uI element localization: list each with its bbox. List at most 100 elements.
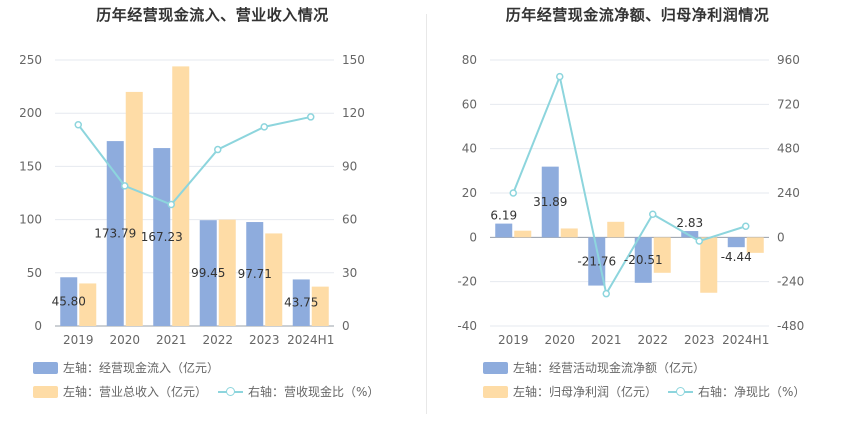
y-right-tick-label: 150 <box>342 53 365 67</box>
data-label: 97.71 <box>238 267 272 281</box>
panel-divider <box>426 14 427 414</box>
legend-label: 右轴：营收现金比（%） <box>248 385 380 399</box>
y-left-tick-label: 0 <box>34 319 42 333</box>
bar <box>311 286 329 326</box>
bar <box>541 166 559 238</box>
y-left-tick-label: 20 <box>462 186 477 200</box>
data-label: 43.75 <box>284 296 318 310</box>
x-tick-label: 2019 <box>498 333 529 347</box>
y-left-tick-label: -40 <box>457 319 477 333</box>
chart-plot: 0 50 100 150 200 250 0 30 60 90 120 150 45.80 173.79 1… <box>19 53 365 347</box>
data-label: -4.44 <box>721 250 752 264</box>
line-point <box>74 120 82 129</box>
legend-item[interactable]: 右轴：净现比（%） <box>668 383 805 400</box>
line-point <box>742 222 750 230</box>
bar <box>172 66 190 326</box>
bar <box>681 231 699 238</box>
bar <box>514 230 532 238</box>
legend-label: 左轴：经营现金流入（亿元） <box>63 361 220 375</box>
bar <box>265 233 283 326</box>
line-point <box>167 200 175 209</box>
y-right-tick-label: 240 <box>777 186 800 200</box>
bar <box>653 237 671 273</box>
bar <box>292 279 310 326</box>
bar <box>495 223 513 238</box>
y-right-tick-label: 60 <box>342 213 357 227</box>
data-label: -20.51 <box>624 253 663 267</box>
y-right-tick-label: 0 <box>777 230 785 244</box>
y-right-tick-label: 480 <box>777 142 800 156</box>
y-left-tick-label: 60 <box>462 97 477 111</box>
y-left-tick-label: 250 <box>19 53 42 67</box>
line-point <box>649 210 657 218</box>
bar <box>125 91 143 326</box>
legend-swatch-line <box>668 386 693 398</box>
legend-swatch-line <box>218 386 243 398</box>
bar <box>727 237 745 248</box>
bar <box>199 220 217 326</box>
chart-panel-cash-inflow: 历年经营现金流入、营业收入情况 0 50 100 150 200 250 0 30 60 90 12… <box>19 6 379 400</box>
chart-plot: -40 -20 0 20 40 60 80 -480 -240 0 240 480 720 960 6.19… <box>457 53 804 347</box>
legend-item[interactable]: 左轴：营业总收入（亿元） <box>33 383 207 400</box>
y-right-tick-label: 30 <box>342 266 357 280</box>
y-left-tick-label: 50 <box>27 266 42 280</box>
x-tick-label: 2022 <box>202 333 233 347</box>
y-left-tick-label: 80 <box>462 53 477 67</box>
legend-item[interactable]: 左轴：归母净利润（亿元） <box>483 383 657 400</box>
line-point <box>602 289 610 298</box>
y-right-tick-label: 720 <box>777 97 800 111</box>
legend-item[interactable]: 右轴：营收现金比（%） <box>218 383 379 400</box>
legend-swatch-bar <box>33 362 58 374</box>
y-right-tick-label: -240 <box>777 275 804 289</box>
y-right-tick-label: 90 <box>342 159 357 173</box>
line-series <box>512 73 747 297</box>
y-left-tick-label: 200 <box>19 106 42 120</box>
y-right-tick-label: 120 <box>342 106 365 120</box>
data-label: 45.80 <box>52 295 86 309</box>
x-tick-label: 2019 <box>63 333 94 347</box>
data-label: -21.76 <box>577 254 616 268</box>
bar <box>106 141 124 326</box>
data-label: 167.23 <box>141 230 183 244</box>
bar <box>700 237 718 293</box>
legend-item[interactable]: 左轴：经营现金流入（亿元） <box>33 359 219 376</box>
x-tick-label: 2021 <box>156 333 187 347</box>
bar <box>218 219 236 326</box>
x-tick-label: 2024H1 <box>722 333 769 347</box>
data-label: 2.83 <box>676 216 703 230</box>
line-point <box>214 145 222 154</box>
line-point <box>260 123 268 131</box>
data-label: 99.45 <box>191 266 225 280</box>
y-left-tick-label: 0 <box>469 230 477 244</box>
legend-swatch-bar <box>483 386 508 398</box>
x-tick-label: 2023 <box>249 333 280 347</box>
x-tick-label: 2020 <box>544 333 575 347</box>
chart-panel-net-cash: 历年经营现金流净额、归母净利润情况 -40 -20 0 20 40 60 80 -480 -24… <box>425 0 850 437</box>
y-right-tick-label: -480 <box>777 319 804 333</box>
x-tick-label: 2024H1 <box>287 333 334 347</box>
legend-label: 右轴：净现比（%） <box>698 385 806 399</box>
legend-swatch-bar <box>33 386 58 398</box>
x-tick-label: 2020 <box>109 333 140 347</box>
legend-label: 左轴：营业总收入（亿元） <box>63 385 208 399</box>
x-tick-label: 2022 <box>637 333 668 347</box>
line-point <box>307 113 315 121</box>
y-left-tick-label: 40 <box>462 142 477 156</box>
y-right-tick-label: 960 <box>777 53 800 67</box>
bar <box>79 283 97 326</box>
y-left-tick-label: -20 <box>457 275 477 289</box>
bar <box>634 237 652 283</box>
x-tick-label: 2021 <box>591 333 622 347</box>
line-point <box>121 182 129 190</box>
data-label: 173.79 <box>94 227 136 241</box>
legend-item[interactable]: 左轴：经营活动现金流净额（亿元） <box>483 359 705 376</box>
bar <box>153 148 171 326</box>
legend-label: 左轴：归母净利润（亿元） <box>513 385 658 399</box>
chart-title: 历年经营现金流入、营业收入情况 <box>96 6 329 24</box>
bar <box>60 277 78 326</box>
line-point <box>509 189 517 197</box>
bar <box>746 237 764 253</box>
bar <box>560 228 578 238</box>
y-right-tick-label: 0 <box>342 319 350 333</box>
data-label: 31.89 <box>533 195 567 209</box>
